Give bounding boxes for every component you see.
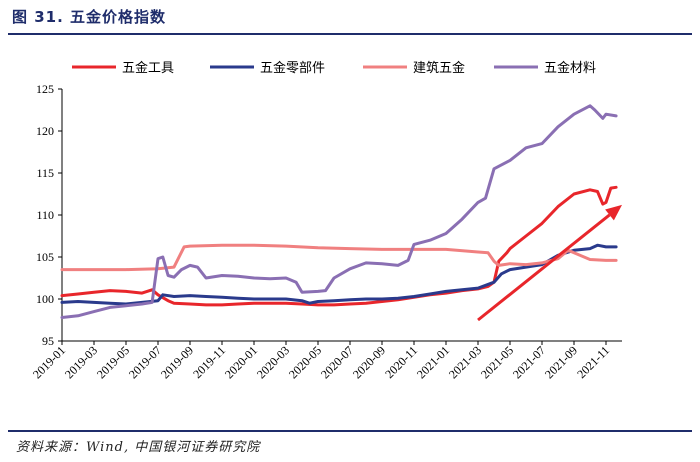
x-tick-label: 2019-07 [126,343,164,381]
line-chart: 951001051101151201252019-012019-032019-0… [30,60,622,381]
x-tick-label: 2019-05 [94,343,132,381]
x-tick-label: 2019-03 [62,343,100,381]
x-tick-label: 2021-03 [446,343,484,381]
x-tick-label: 2020-05 [286,343,324,381]
bottom-rule [8,430,692,432]
series-line-2 [60,243,618,306]
x-tick-label: 2020-07 [318,343,356,381]
series-line-1 [60,185,618,307]
y-tick-label: 115 [36,166,54,180]
y-tick-label: 95 [42,334,54,348]
y-tick-label: 120 [36,124,54,138]
x-tick-label: 2019-01 [30,343,68,381]
x-tick-label: 2021-07 [510,343,548,381]
trend-arrow-shaft [477,213,611,322]
series-line-4 [60,104,618,319]
y-tick-label: 105 [36,250,54,264]
y-tick-label: 110 [36,208,54,222]
x-tick-label: 2020-03 [254,343,292,381]
y-tick-label: 125 [36,82,54,96]
y-tick-label: 100 [36,292,54,306]
trend-arrow-head [605,204,622,221]
legend-label-1: 五金工具 [122,60,174,76]
x-tick-label: 2021-05 [478,343,516,381]
x-tick-label: 2021-11 [574,343,612,381]
x-tick-label: 2020-09 [350,343,388,381]
x-tick-label: 2021-09 [542,343,580,381]
x-tick-label: 2019-11 [190,343,228,381]
source-note: 资料来源：Wind, 中国银河证券研究院 [16,440,261,455]
top-rule [8,33,692,35]
series-line-3 [60,243,618,272]
x-tick-label: 2021-01 [414,343,452,381]
legend-label-4: 五金材料 [544,60,596,76]
figure-title: 图 31. 五金价格指数 [12,8,167,26]
legend-label-3: 建筑五金 [413,60,465,76]
x-tick-label: 2019-09 [158,343,196,381]
x-tick-label: 2020-11 [382,343,420,381]
x-tick-label: 2020-01 [222,343,260,381]
legend-label-2: 五金零部件 [260,60,325,76]
